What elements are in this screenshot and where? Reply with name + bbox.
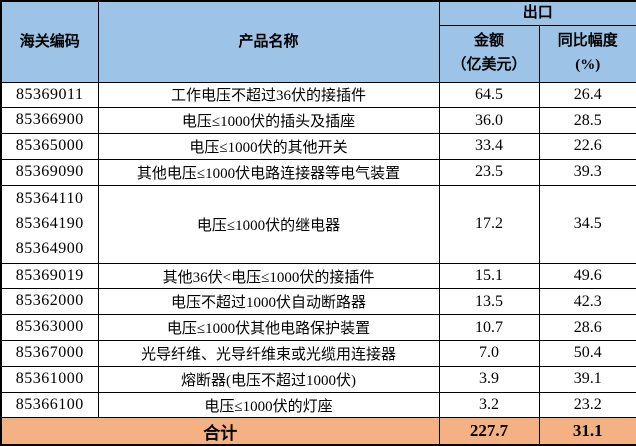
export-amount-cell: 13.5 — [438, 288, 540, 316]
product-name-cell: 电压≤1000伏的插头及插座 — [97, 107, 440, 135]
header-customs-code: 海关编码 — [0, 0, 99, 83]
hs-code: 85369011 — [16, 85, 84, 103]
hs-code-cell: 85361000 — [0, 365, 99, 393]
hs-code: 85369019 — [15, 266, 84, 284]
product-name-cell: 其他电压≤1000伏电路连接器等电气装置 — [97, 158, 440, 186]
hs-code: 85365000 — [15, 137, 84, 155]
hs-code: 85366100 — [15, 395, 84, 413]
product-name-cell: 工作电压不超过36伏的接插件 — [97, 81, 440, 109]
hs-code-cell: 85364110 85364190 85364900 — [0, 184, 99, 264]
table-body: 85369011 工作电压不超过36伏的接插件 64.5 26.4 85366900 电压… — [0, 81, 636, 419]
export-amount-cell: 36.0 — [438, 107, 540, 135]
yoy-change-cell: 23.2 — [538, 391, 636, 419]
product-name-cell: 电压≤1000伏的继电器 — [97, 184, 440, 264]
yoy-change-cell: 34.5 — [538, 184, 636, 264]
product-name-cell: 光导纤维、光导纤维束或光缆用连接器 — [97, 340, 440, 367]
total-amount: 227.7 — [438, 417, 540, 446]
table-row: 85367000 光导纤维、光导纤维束或光缆用连接器 7.0 50.4 — [0, 340, 636, 367]
hs-code: 85367000 — [15, 344, 84, 362]
export-amount-cell: 3.2 — [438, 391, 540, 419]
yoy-change-cell: 39.1 — [538, 365, 636, 393]
export-amount-cell: 33.4 — [438, 133, 540, 160]
hs-code-cell: 85362000 — [0, 288, 99, 316]
product-name-cell: 电压不超过1000伏自动断路器 — [97, 288, 440, 316]
yoy-change-cell: 28.5 — [538, 107, 636, 135]
export-amount-cell: 17.2 — [438, 184, 540, 264]
header-yoy: 同比幅度 (%) — [538, 24, 636, 83]
export-amount-cell: 10.7 — [438, 314, 540, 342]
export-amount-cell: 3.9 — [438, 365, 540, 393]
product-name-cell: 熔断器(电压不超过1000伏) — [97, 365, 440, 393]
table-row: 85369090 其他电压≤1000伏电路连接器等电气装置 23.5 39.3 — [0, 158, 636, 186]
yoy-change-cell: 28.6 — [538, 314, 636, 342]
hs-code-cell: 85369019 — [0, 262, 99, 290]
export-amount-cell: 64.5 — [438, 81, 540, 109]
export-amount-cell: 15.1 — [438, 262, 540, 290]
header-amount: 金额 （亿美元） — [438, 24, 540, 83]
product-name-cell: 其他36伏<电压≤1000伏的接插件 — [97, 262, 440, 290]
hs-code: 85363000 — [15, 318, 84, 336]
hs-code-cell: 85365000 — [0, 133, 99, 160]
header-amount-line2: （亿美元） — [451, 56, 527, 73]
product-name-cell: 电压≤1000伏其他电路保护装置 — [97, 314, 440, 342]
total-yoy: 31.1 — [538, 417, 636, 446]
hs-code: 85364190 — [15, 214, 84, 232]
table-row: 85366100 电压≤1000伏的灯座 3.2 23.2 — [0, 391, 636, 419]
hs-code-cell: 85366900 — [0, 107, 99, 135]
yoy-change-cell: 39.3 — [538, 158, 636, 186]
hs-code: 85369090 — [15, 162, 84, 180]
header-row-sub: 金额 （亿美元） 同比幅度 (%) — [1, 24, 636, 83]
hs-code-cell: 85366100 — [0, 391, 99, 419]
total-row: 合计 227.7 31.1 — [0, 417, 636, 446]
table-row: 85362000 电压不超过1000伏自动断路器 13.5 42.3 — [0, 288, 636, 316]
table-row: 85361000 熔断器(电压不超过1000伏) 3.9 39.1 — [0, 365, 636, 393]
header-product-name: 产品名称 — [97, 0, 440, 83]
yoy-change-cell: 49.6 — [538, 262, 636, 290]
export-amount-cell: 7.0 — [438, 340, 540, 367]
table-row: 85369019 其他36伏<电压≤1000伏的接插件 15.1 49.6 — [0, 262, 636, 290]
hs-code-cell: 85369090 — [0, 158, 99, 186]
hs-code: 85364110 — [16, 189, 84, 207]
yoy-change-cell: 42.3 — [538, 288, 636, 316]
yoy-change-cell: 50.4 — [538, 340, 636, 367]
table-header: 海关编码 产品名称 出口 金额 （亿美元） 同比幅度 (%) — [0, 0, 636, 83]
total-label: 合计 — [0, 417, 440, 446]
table-row: 85363000 电压≤1000伏其他电路保护装置 10.7 28.6 — [0, 314, 636, 342]
table-row: 85364110 85364190 85364900 电压≤1000伏的继电器 17.2… — [0, 184, 636, 264]
header-yoy-line2: (%) — [575, 56, 601, 73]
hs-code-cell: 85367000 — [0, 340, 99, 367]
hs-code: 85362000 — [15, 292, 84, 310]
hs-code: 85361000 — [15, 369, 84, 387]
hs-code: 85364900 — [15, 239, 84, 257]
product-name-cell: 电压≤1000伏的灯座 — [97, 391, 440, 419]
table-row: 85366900 电压≤1000伏的插头及插座 36.0 28.5 — [0, 107, 636, 135]
table-row: 85365000 电压≤1000伏的其他开关 33.4 22.6 — [0, 133, 636, 160]
yoy-change-cell: 22.6 — [538, 133, 636, 160]
table-footer: 合计 227.7 31.1 — [0, 417, 636, 446]
yoy-change-cell: 26.4 — [538, 81, 636, 109]
hs-code-cell: 85369011 — [0, 81, 99, 109]
hs-code-cell: 85363000 — [0, 314, 99, 342]
export-amount-cell: 23.5 — [438, 158, 540, 186]
header-row-group: 海关编码 产品名称 出口 — [0, 0, 636, 83]
hs-code: 85366900 — [15, 111, 84, 129]
product-name-cell: 电压≤1000伏的其他开关 — [97, 133, 440, 160]
header-yoy-line1: 同比幅度 — [557, 33, 618, 50]
header-amount-line1: 金额 — [473, 33, 504, 50]
header-export-group: 出口 — [438, 0, 636, 26]
table-row: 85369011 工作电压不超过36伏的接插件 64.5 26.4 — [0, 81, 636, 109]
